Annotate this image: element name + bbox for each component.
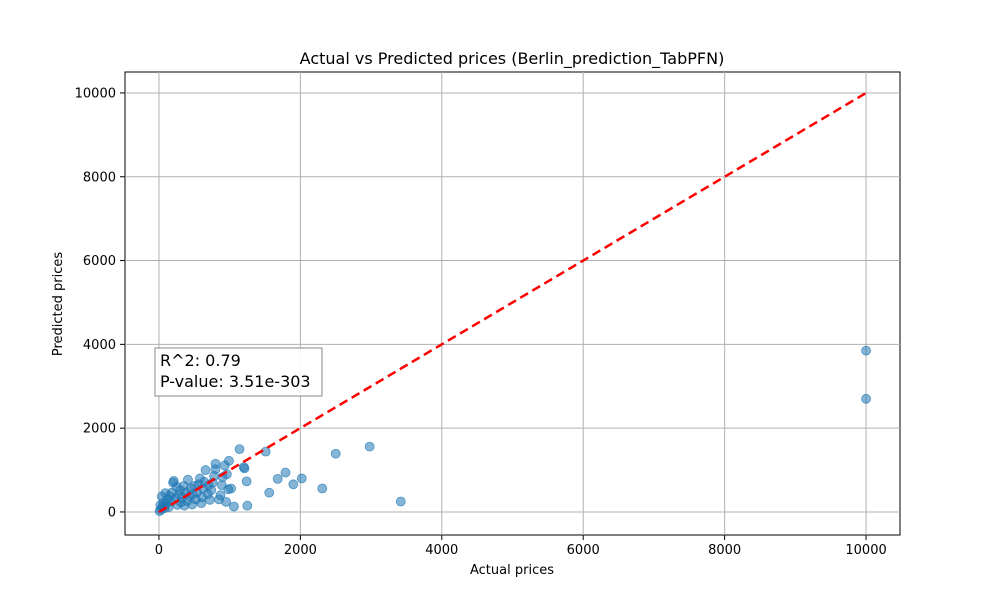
data-point xyxy=(219,460,230,471)
chart-title: Actual vs Predicted prices (Berlin_predi… xyxy=(300,49,725,69)
x-axis-title: Actual prices xyxy=(470,563,554,578)
y-axis-title: Predicted prices xyxy=(51,252,66,357)
p-value-text: P-value: 3.51e-303 xyxy=(160,372,311,391)
x-tick-label: 6000 xyxy=(567,543,600,558)
x-axis-ticks: 0 2000 4000 6000 8000 10000 xyxy=(155,535,887,558)
data-point xyxy=(216,480,227,491)
data-point xyxy=(317,483,328,494)
plot-area: 0 2000 4000 6000 8000 10000 0 2000 4000 6000 8000… xyxy=(75,71,901,558)
data-point xyxy=(272,473,283,484)
x-tick-label: 0 xyxy=(155,543,163,558)
x-tick-label: 10000 xyxy=(845,543,886,558)
data-point xyxy=(234,444,245,455)
gridlines xyxy=(125,72,900,535)
r-squared-text: R^2: 0.79 xyxy=(160,351,241,370)
data-point xyxy=(156,491,167,502)
data-point xyxy=(861,345,871,356)
y-tick-label: 2000 xyxy=(83,422,116,437)
data-point xyxy=(214,494,224,505)
x-tick-label: 8000 xyxy=(708,543,741,558)
x-tick-label: 4000 xyxy=(425,543,458,558)
y-tick-label: 0 xyxy=(108,505,116,520)
data-point xyxy=(168,477,178,488)
x-tick-label: 2000 xyxy=(284,543,317,558)
y-tick-label: 6000 xyxy=(83,254,116,269)
stats-box xyxy=(154,347,323,397)
data-point xyxy=(200,465,211,475)
data-point xyxy=(242,500,253,511)
stats-annotation: R^2: 0.79 P-value: 3.51e-303 xyxy=(154,347,323,397)
data-point xyxy=(330,448,341,459)
y-tick-label: 4000 xyxy=(83,338,116,353)
data-point xyxy=(861,393,871,404)
data-point xyxy=(264,487,275,498)
y-tick-label: 8000 xyxy=(83,170,116,185)
reference-line xyxy=(158,91,867,514)
data-point xyxy=(364,441,375,452)
data-point xyxy=(288,479,299,490)
data-point xyxy=(296,473,307,484)
data-point xyxy=(241,476,252,487)
data-point xyxy=(228,501,239,512)
y-tick-label: 10000 xyxy=(75,86,116,101)
y-axis-ticks: 0 2000 4000 6000 8000 10000 xyxy=(75,86,125,520)
data-point xyxy=(280,467,291,478)
data-points xyxy=(154,345,871,517)
data-point xyxy=(395,496,406,507)
data-point xyxy=(239,463,250,474)
